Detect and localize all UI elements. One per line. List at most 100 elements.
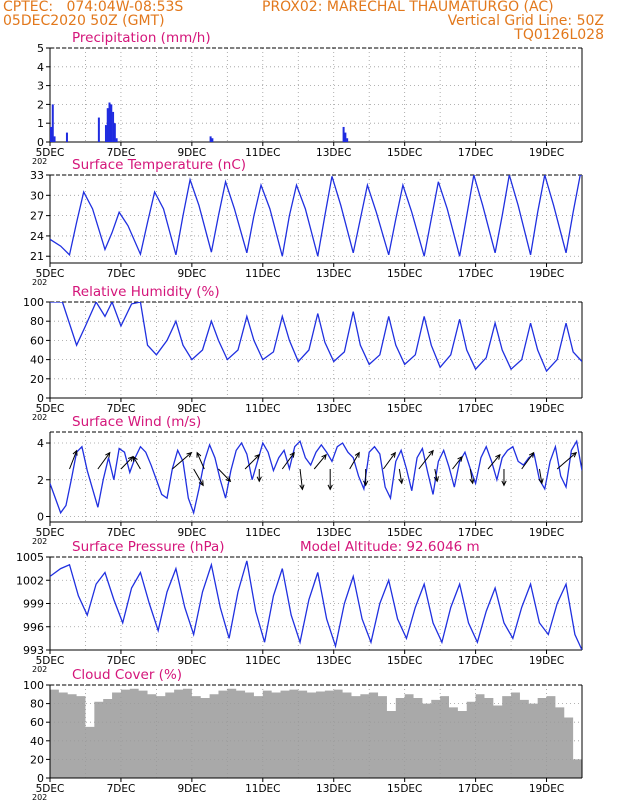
y-tick-label: 4 bbox=[37, 61, 44, 74]
wind-arrowhead bbox=[398, 478, 404, 485]
x-tick-label: 13DEC bbox=[316, 527, 351, 539]
x-tick-label: 5DEC bbox=[36, 655, 65, 667]
year-label: 202 bbox=[32, 413, 47, 422]
y-tick-label: 24 bbox=[30, 230, 44, 243]
wind-vector bbox=[398, 468, 403, 484]
cloud-cover-area bbox=[50, 685, 582, 778]
precip-bar bbox=[104, 125, 107, 142]
wind-arrowhead bbox=[354, 451, 360, 458]
wind-vector bbox=[97, 452, 111, 470]
x-tick-label: 5DEC bbox=[36, 783, 65, 795]
wind-vector bbox=[349, 452, 360, 470]
y-tick-label: 40 bbox=[30, 735, 44, 748]
x-tick-label: 11DEC bbox=[245, 527, 280, 539]
wind-vector bbox=[521, 452, 535, 470]
wind-vector bbox=[434, 468, 438, 482]
wind-arrowhead bbox=[363, 480, 369, 487]
y-tick-label: 0 bbox=[37, 510, 44, 523]
panel-title: Surface Temperature (nC) bbox=[72, 157, 246, 173]
x-tick-label: 11DEC bbox=[245, 403, 280, 415]
forecast-start-date: 05DEC2020 50Z (GMT) bbox=[3, 13, 165, 29]
wind-arrowhead bbox=[72, 449, 78, 456]
x-tick-label: 7DEC bbox=[107, 268, 136, 280]
precip-bar bbox=[113, 123, 116, 142]
y-tick-label: 0 bbox=[37, 392, 44, 405]
y-tick-label: 0 bbox=[37, 136, 44, 149]
y-tick-label: 60 bbox=[30, 716, 44, 729]
wind-arrowhead bbox=[390, 451, 396, 458]
wind-arrowhead bbox=[428, 449, 434, 456]
wind-arrowhead bbox=[571, 451, 578, 458]
wind-arrowhead bbox=[105, 451, 111, 458]
x-tick-label: 19DEC bbox=[529, 783, 564, 795]
precip-bar bbox=[51, 104, 54, 142]
wind-arrowhead bbox=[321, 453, 327, 460]
x-tick-label: 13DEC bbox=[316, 268, 351, 280]
precip-bar bbox=[209, 136, 212, 142]
x-tick-label: 11DEC bbox=[245, 268, 280, 280]
wind-vector bbox=[382, 452, 396, 470]
x-tick-label: 17DEC bbox=[458, 527, 493, 539]
wind-arrowhead bbox=[538, 478, 544, 485]
wind-arrowhead bbox=[469, 478, 475, 485]
x-tick-label: 15DEC bbox=[387, 655, 422, 667]
wind-arrowhead bbox=[528, 451, 535, 458]
precip-bar bbox=[53, 136, 56, 142]
x-tick-label: 11DEC bbox=[245, 655, 280, 667]
x-tick-label: 13DEC bbox=[316, 783, 351, 795]
precip-bar bbox=[108, 102, 111, 142]
wind-vector bbox=[281, 452, 295, 470]
wind-vector bbox=[120, 456, 134, 470]
wind-arrowhead bbox=[289, 451, 295, 458]
y-tick-label: 20 bbox=[30, 753, 44, 766]
y-tick-label: 100 bbox=[23, 679, 44, 692]
x-tick-label: 9DEC bbox=[177, 268, 206, 280]
wind-vector bbox=[132, 456, 141, 470]
x-tick-label: 5DEC bbox=[36, 403, 65, 415]
x-tick-label: 11DEC bbox=[245, 783, 280, 795]
year-label: 202 bbox=[32, 793, 47, 800]
wind-arrowhead bbox=[254, 453, 261, 460]
wind-vector bbox=[299, 468, 303, 490]
x-tick-label: 7DEC bbox=[107, 527, 136, 539]
wind-vector bbox=[418, 450, 434, 470]
y-tick-label: 999 bbox=[23, 598, 44, 611]
panel-annotation: Model Altitude: 92.6046 m bbox=[300, 539, 480, 555]
y-tick-label: 1005 bbox=[16, 551, 44, 564]
series-line bbox=[50, 439, 582, 516]
x-tick-label: 9DEC bbox=[177, 147, 206, 159]
year-label: 202 bbox=[32, 278, 47, 287]
y-tick-label: 80 bbox=[30, 315, 44, 328]
station-name: PROX02: MARECHAL THAUMATURGO (AC) bbox=[262, 0, 554, 15]
precip-bar bbox=[342, 126, 345, 142]
wind-arrowhead bbox=[256, 476, 262, 483]
wind-vector bbox=[172, 452, 192, 470]
y-tick-label: 1 bbox=[37, 117, 44, 130]
x-tick-label: 13DEC bbox=[316, 147, 351, 159]
y-tick-label: 40 bbox=[30, 354, 44, 367]
wind-arrowhead bbox=[225, 476, 232, 483]
panel-title: Relative Humidity (%) bbox=[72, 284, 220, 300]
x-tick-label: 9DEC bbox=[177, 783, 206, 795]
precip-bar bbox=[106, 108, 109, 142]
x-tick-label: 7DEC bbox=[107, 403, 136, 415]
x-tick-label: 15DEC bbox=[387, 403, 422, 415]
x-tick-label: 9DEC bbox=[177, 403, 206, 415]
wind-arrowhead bbox=[327, 484, 333, 491]
precip-bar bbox=[115, 138, 118, 142]
year-label: 202 bbox=[32, 157, 47, 166]
wind-vector bbox=[313, 454, 327, 470]
y-tick-label: 5 bbox=[37, 42, 44, 55]
x-tick-label: 7DEC bbox=[107, 655, 136, 667]
y-tick-label: 993 bbox=[23, 644, 44, 657]
x-tick-label: 11DEC bbox=[245, 147, 280, 159]
x-tick-label: 15DEC bbox=[387, 268, 422, 280]
wind-vector bbox=[538, 468, 543, 484]
panel-title: Surface Pressure (hPa) bbox=[72, 539, 225, 555]
y-tick-label: 2 bbox=[37, 474, 44, 487]
wind-arrowhead bbox=[457, 455, 463, 462]
x-tick-label: 5DEC bbox=[36, 268, 65, 280]
wind-arrowhead bbox=[433, 476, 439, 483]
